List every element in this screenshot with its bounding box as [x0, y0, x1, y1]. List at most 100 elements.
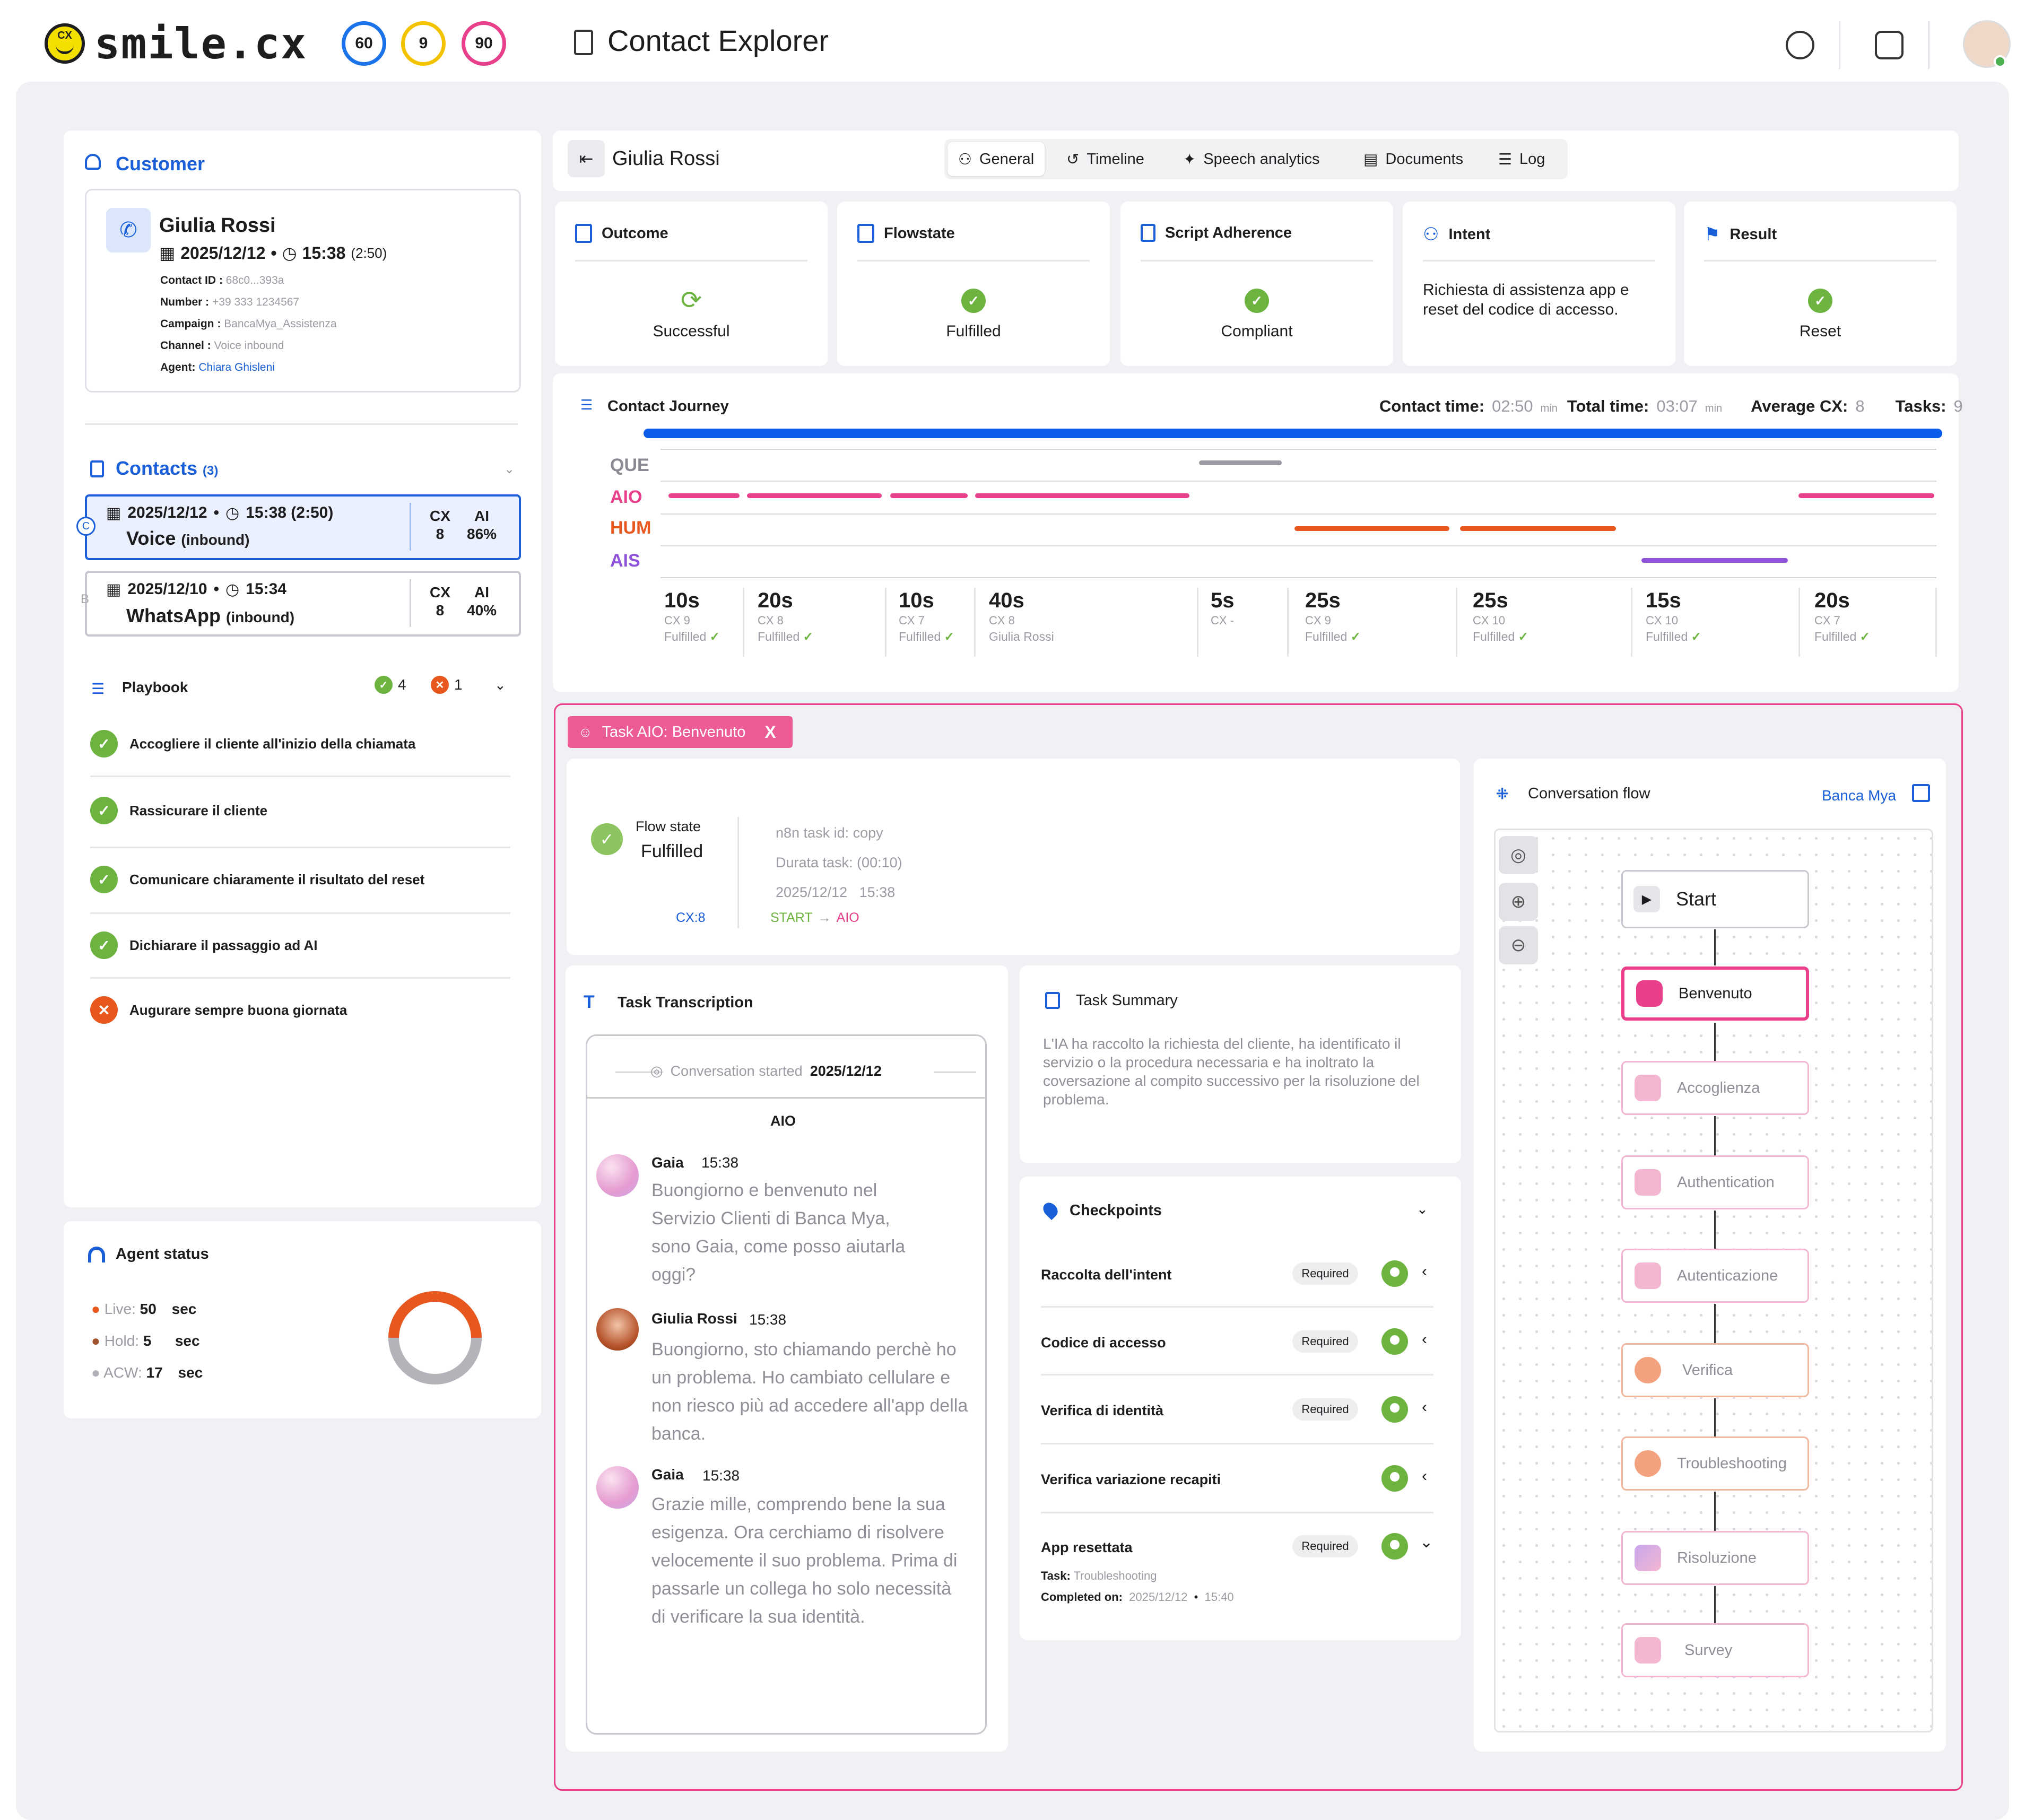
flow-node-start[interactable]: ▶ Start [1621, 870, 1809, 928]
agent-status-card [64, 1221, 541, 1418]
chevron-icon[interactable]: ‹ [1422, 1262, 1427, 1280]
document-search-icon [574, 30, 593, 55]
playbook-item: ✓ Comunicare chiaramente il risultato del… [90, 866, 515, 893]
check-icon: ✓ [1518, 630, 1528, 643]
transcript-box[interactable] [586, 1034, 987, 1735]
contacts-collapse-chevron-icon[interactable]: ⌄ [504, 462, 515, 476]
tab-log[interactable]: ☰ Log [1498, 150, 1545, 168]
user-avatar[interactable] [1963, 20, 2011, 68]
flow-node-troubleshooting[interactable]: Troubleshooting [1621, 1436, 1809, 1491]
zoom-in-icon[interactable]: ⊕ [1499, 883, 1538, 921]
back-arrow-icon[interactable]: ⇤ [568, 140, 605, 177]
field-contact-id: Contact ID : 68c0...393a [160, 274, 284, 286]
flow-node-survey[interactable]: Survey [1621, 1623, 1809, 1677]
locate-icon[interactable]: ◎ [1499, 836, 1538, 874]
chevron-icon[interactable]: ⌄ [1420, 1534, 1433, 1551]
bank-link[interactable]: Banca Mya [1822, 787, 1897, 804]
tab-general[interactable]: ⚇ General [948, 142, 1045, 176]
checkpoint-row[interactable]: Verifica variazione recapiti ‹ [1041, 1465, 1436, 1529]
required-badge: Required [1292, 1330, 1358, 1353]
journey-step[interactable]: 25s CX 10 Fulfilled ✓ [1473, 589, 1528, 643]
external-link-icon[interactable] [1912, 784, 1930, 802]
flow-node-authentication[interactable]: Authentication [1621, 1155, 1809, 1209]
journey-segment-aio[interactable] [747, 493, 882, 498]
field-campaign: Campaign : BancaMya_Assistenza [160, 318, 337, 330]
tab-timeline[interactable]: ↺ Timeline [1066, 150, 1144, 168]
contact-cx-score: CX 8 [430, 584, 450, 619]
kpi-card-flowstate: Flowstate ✓ Fulfilled [837, 202, 1110, 366]
checkpoint-row[interactable]: Verifica di identità Required ‹ [1041, 1396, 1436, 1460]
contact-datetime: ▦ 2025/12/12 • ◷ 15:38 (2:50) [106, 504, 334, 522]
journey-step[interactable]: 10s CX 7 Fulfilled ✓ [899, 589, 954, 643]
flow-node-risoluzione[interactable]: Risoluzione [1621, 1531, 1809, 1585]
checkpoint-row[interactable]: Raccolta dell'intent Required ‹ [1041, 1260, 1436, 1324]
agent-link[interactable]: Chiara Ghisleni [198, 361, 275, 373]
task-summary-title: Task Summary [1076, 992, 1178, 1009]
tab-speech-analytics[interactable]: ✦ Speech analytics [1183, 150, 1320, 168]
zoom-out-icon[interactable]: ⊖ [1499, 926, 1538, 964]
chevron-icon[interactable]: ‹ [1422, 1467, 1427, 1485]
person-icon [85, 154, 101, 170]
tab-documents[interactable]: ▤ Documents [1363, 150, 1464, 168]
task-datetime: 2025/12/12 15:38 [776, 884, 896, 900]
message-text: Buongiorno, sto chiamando perchè ho un p… [651, 1339, 968, 1444]
contact-item[interactable] [85, 571, 521, 637]
checkpoint-row[interactable]: Codice di accesso Required ‹ [1041, 1328, 1436, 1392]
agent-status-title: Agent status [116, 1246, 209, 1262]
checkpoints-title: Checkpoints [1070, 1202, 1162, 1219]
playbook-chevron-icon[interactable]: ⌄ [494, 677, 506, 693]
score-ring-pink[interactable]: 90 [462, 21, 506, 66]
headset-icon [88, 1247, 105, 1262]
checkpoint-row[interactable]: App resettata Required ⌄ Task: Troublesh… [1041, 1533, 1433, 1604]
flow-node-benvenuto[interactable]: Benvenuto [1621, 966, 1809, 1021]
playbook-title: Playbook [122, 679, 188, 695]
flow-node-accoglienza[interactable]: Accoglienza [1621, 1061, 1809, 1115]
message-author: Giulia Rossi [651, 1310, 737, 1327]
journey-segment-aio[interactable] [1798, 493, 1934, 498]
customer-section-title: Customer [116, 153, 205, 175]
contact-item-selected[interactable] [85, 494, 521, 560]
journey-segment-que[interactable] [1199, 460, 1282, 465]
playbook-item: ✕ Augurare sempre buona giornata [90, 996, 515, 1024]
journey-step[interactable]: 25s CX 9 Fulfilled ✓ [1305, 589, 1361, 643]
journey-segment-aio[interactable] [668, 493, 740, 498]
flow-state-value: Fulfilled [641, 841, 703, 861]
journey-segment-hum[interactable] [1460, 526, 1616, 531]
flow-node-verifica[interactable]: Verifica [1621, 1343, 1809, 1397]
checkpoint-pin-icon [1381, 1533, 1408, 1560]
score-ring-yellow[interactable]: 9 [401, 21, 446, 66]
checkpoints-chevron-icon[interactable]: ⌄ [1416, 1201, 1428, 1217]
journey-step[interactable]: 20s CX 8 Fulfilled ✓ [758, 589, 813, 643]
journey-segment-aio[interactable] [890, 493, 968, 498]
refresh-icon: ⟳ [680, 286, 702, 315]
contact-channel: WhatsApp (inbound) [126, 605, 295, 626]
journey-step[interactable]: 10s CX 9 Fulfilled ✓ [664, 589, 720, 643]
score-value: 90 [475, 34, 493, 52]
journey-segment-hum[interactable] [1294, 526, 1449, 531]
check-icon: ✓ [90, 866, 118, 893]
message-author: Gaia [651, 1154, 684, 1171]
journey-step[interactable]: 15s CX 10 Fulfilled ✓ [1646, 589, 1701, 643]
chevron-icon[interactable]: ‹ [1422, 1398, 1427, 1416]
chat-icon[interactable] [1786, 31, 1814, 59]
kpi-card-script-adherence: Script Adherence ✓ Compliant [1120, 202, 1393, 366]
lane-label-hum: HUM [610, 518, 651, 538]
score-value: 9 [419, 34, 428, 52]
score-ring-blue[interactable]: 60 [342, 21, 386, 66]
journey-segment-ais[interactable] [1641, 558, 1788, 563]
journey-step[interactable]: 40s CX 8 Giulia Rossi [989, 589, 1054, 643]
bot-avatar [596, 1154, 639, 1197]
journey-step[interactable]: 20s CX 7 Fulfilled ✓ [1814, 589, 1870, 643]
agent-status-donut-chart [388, 1291, 482, 1384]
chevron-icon[interactable]: ‹ [1422, 1330, 1427, 1348]
id-card-icon[interactable] [1875, 31, 1904, 59]
task-close-button[interactable]: X [764, 722, 776, 742]
journey-segment-aio[interactable] [975, 493, 1189, 498]
check-icon: ✓ [90, 797, 118, 824]
message-time: 15:38 [702, 1467, 740, 1484]
check-icon: ✓ [1350, 630, 1361, 643]
flow-node-autenticazione[interactable]: Autenticazione [1621, 1249, 1809, 1303]
task-id: n8n task id: copy [776, 825, 883, 841]
journey-step[interactable]: 5s CX - [1211, 589, 1235, 627]
field-agent: Agent: Chiara Ghisleni [160, 361, 275, 373]
